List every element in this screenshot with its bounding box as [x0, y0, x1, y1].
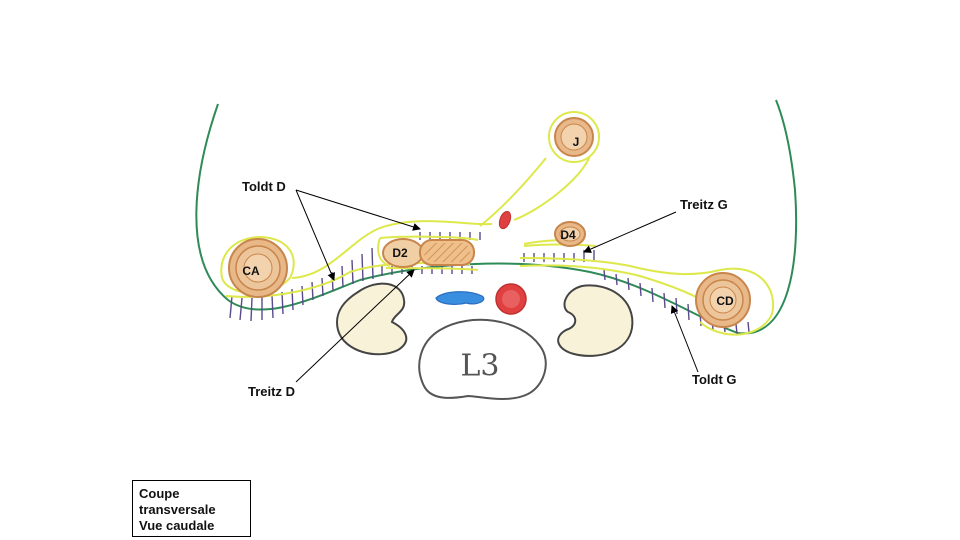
label-toldt-g: Toldt G [692, 372, 737, 387]
jejunum [554, 117, 594, 157]
caption-line-1: Coupe [139, 486, 180, 501]
label-toldt-d: Toldt D [242, 179, 286, 194]
vertebra-l3 [418, 318, 547, 401]
colon-ascendens [228, 238, 288, 298]
label-colon-ascendens: CA [242, 264, 260, 278]
superior-mesenteric-artery [498, 210, 512, 230]
caption-box: Coupe transversale Vue caudale [132, 480, 251, 537]
left-kidney-outline [336, 282, 408, 356]
pancreas-head [419, 239, 475, 266]
caption-line-2: transversale [139, 502, 216, 517]
caption-line-3: Vue caudale [139, 518, 215, 533]
inferior-vena-cava [435, 291, 485, 305]
duodenum-d4 [554, 221, 586, 247]
abdominal-wall [195, 99, 798, 335]
label-d4: D4 [560, 228, 576, 242]
label-treitz-g: Treitz G [680, 197, 728, 212]
aorta [495, 283, 527, 315]
leader-arrows [295, 189, 699, 383]
label-jejunum: J [572, 135, 580, 149]
label-treitz-d: Treitz D [248, 384, 295, 399]
label-colon-descendens: CD [716, 294, 734, 308]
colon-descendens [695, 272, 751, 328]
label-vertebra: L3 [460, 348, 500, 384]
right-kidney-outline [557, 284, 634, 357]
label-d2: D2 [392, 246, 408, 260]
